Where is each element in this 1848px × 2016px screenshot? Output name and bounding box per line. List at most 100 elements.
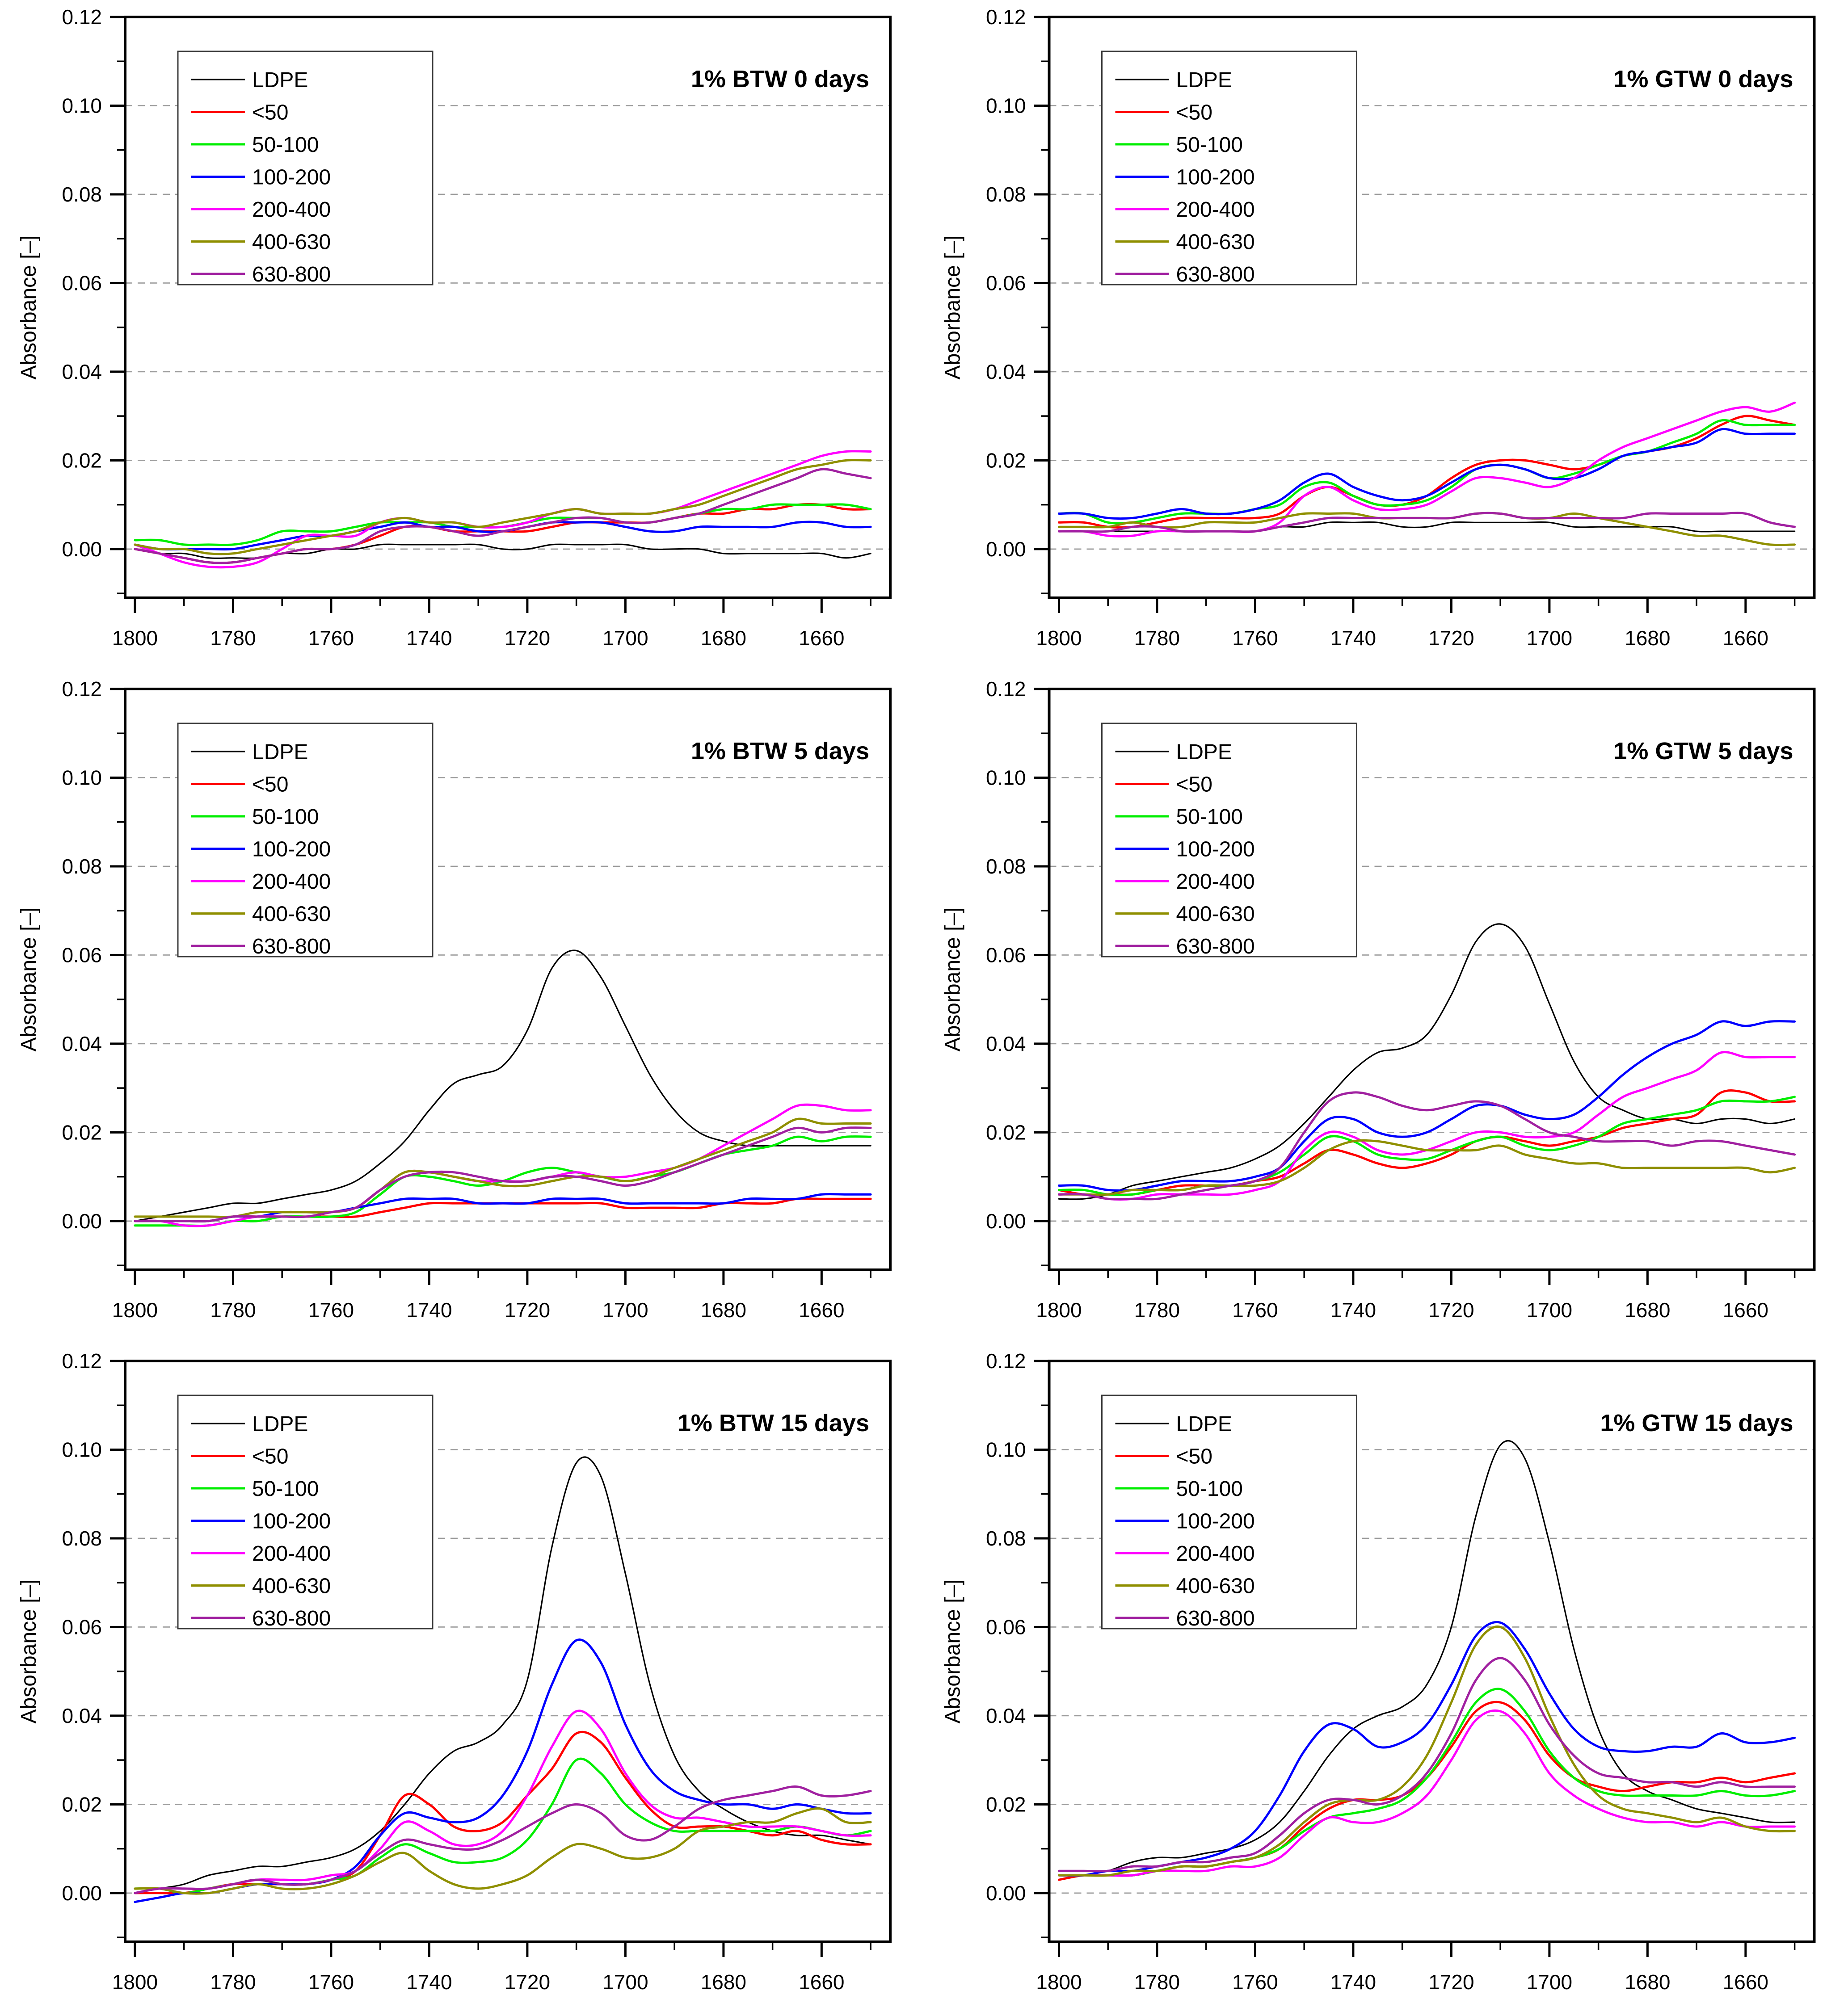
- legend-label: 200-400: [1176, 1542, 1255, 1566]
- y-tick-label: 0.12: [62, 5, 102, 29]
- legend-label: 200-400: [1176, 198, 1255, 222]
- x-tick-label: 1660: [1723, 626, 1768, 650]
- series-line-630-800: [1057, 1091, 1796, 1201]
- series-line-LDPE: [134, 1456, 871, 1894]
- series-line-100-200: [1057, 428, 1796, 520]
- x-tick-label: 1800: [1036, 626, 1082, 650]
- x-tick-label: 1680: [1625, 1298, 1670, 1322]
- y-tick-label: 0.00: [986, 538, 1026, 561]
- spectra-chart-btw-15-days: 0.00 0.02 0.04 0.06 0.08 0.10 0.12 1800 1780 1760…: [17, 1349, 892, 1994]
- series-line-50-100: [1057, 1096, 1796, 1197]
- series-line-200-400: [1057, 1709, 1796, 1877]
- x-tick-label: 1680: [1625, 1970, 1670, 1994]
- series-line-400-630: [134, 1807, 872, 1895]
- x-tick-label: 1740: [1330, 1970, 1376, 1994]
- legend-label: 50-100: [252, 1477, 319, 1501]
- series-line-630-800: [134, 1126, 872, 1223]
- y-axis-title: Absorbance [–]: [941, 235, 965, 380]
- series-line-100-200: [134, 1638, 872, 1903]
- legend-box: [177, 1394, 434, 1630]
- y-tick-label: 0.04: [62, 1704, 102, 1727]
- legend-label: 100-200: [1176, 1510, 1255, 1533]
- y-tick-label: 0.08: [62, 1527, 102, 1550]
- legend-label: LDPE: [252, 1412, 308, 1436]
- series-line-LDPE: [1058, 923, 1796, 1200]
- y-tick-label: 0.12: [62, 1349, 102, 1373]
- spectra-chart-btw-5-days: 0.00 0.02 0.04 0.06 0.08 0.10 0.12 1800 1780 1760…: [17, 677, 892, 1322]
- x-tick-label: 1760: [308, 1970, 354, 1994]
- x-tick-label: 1780: [210, 1970, 256, 1994]
- legend-label: 400-630: [252, 1575, 331, 1598]
- x-tick-label: 1740: [1330, 1298, 1376, 1322]
- panel-btw-0-days: 0.00 0.02 0.04 0.06 0.08 0.10 0.12 1800 1780 1760…: [0, 0, 924, 672]
- legend-label: 400-630: [1176, 903, 1255, 926]
- y-tick-label: 0.02: [62, 1793, 102, 1816]
- y-tick-label: 0.12: [986, 1349, 1026, 1373]
- legend-label: 100-200: [252, 166, 331, 189]
- y-tick-label: 0.10: [986, 94, 1026, 117]
- x-tick-label: 1760: [1232, 626, 1278, 650]
- series-line-200-400: [1057, 1051, 1796, 1201]
- x-tick-label: 1720: [505, 1298, 550, 1322]
- y-tick-label: 0.00: [62, 1882, 102, 1905]
- x-tick-label: 1680: [701, 1970, 746, 1994]
- y-tick-label: 0.04: [62, 1032, 102, 1055]
- spectra-chart-btw-0-days: 0.00 0.02 0.04 0.06 0.08 0.10 0.12 1800 1780 1760…: [17, 5, 892, 650]
- plot-frame: [124, 688, 892, 1271]
- y-tick-label: 0.08: [62, 855, 102, 878]
- chart-title: 1% BTW 5 days: [691, 738, 869, 764]
- legend-label: 50-100: [1176, 805, 1243, 829]
- plot-frame: [1048, 688, 1816, 1271]
- y-tick-label: 0.06: [62, 271, 102, 294]
- legend-label: <50: [252, 773, 288, 797]
- spectra-chart-gtw-5-days: 0.00 0.02 0.04 0.06 0.08 0.10 0.12 1800 1780 1760…: [941, 677, 1816, 1322]
- x-tick-label: 1660: [1723, 1298, 1768, 1322]
- series-line-<50: [134, 1730, 872, 1895]
- series-line-200-400: [134, 1103, 872, 1227]
- y-axis-title: Absorbance [–]: [941, 907, 965, 1052]
- legend-label: <50: [252, 101, 288, 125]
- y-tick-label: 0.04: [986, 360, 1026, 383]
- series-line-630-800: [1057, 512, 1796, 533]
- y-tick-label: 0.02: [62, 1121, 102, 1144]
- legend-label: <50: [252, 1445, 288, 1469]
- series-line-400-630: [134, 459, 872, 555]
- chart-title: 1% GTW 5 days: [1613, 738, 1793, 764]
- chart-title: 1% BTW 0 days: [691, 66, 869, 92]
- plot-frame: [1048, 16, 1816, 599]
- legend-label: 400-630: [252, 231, 331, 254]
- chart-title: 1% GTW 0 days: [1613, 66, 1793, 92]
- chart-title: 1% BTW 15 days: [678, 1410, 869, 1436]
- series-line-200-400: [134, 450, 872, 569]
- series-line-50-100: [134, 503, 872, 546]
- legend-label: LDPE: [252, 740, 308, 764]
- legend-label: 400-630: [252, 903, 331, 926]
- y-tick-label: 0.00: [62, 538, 102, 561]
- y-axis-title: Absorbance [–]: [17, 235, 41, 380]
- y-tick-label: 0.10: [986, 1438, 1026, 1461]
- y-tick-label: 0.10: [62, 1438, 102, 1461]
- y-tick-label: 0.04: [62, 360, 102, 383]
- x-tick-label: 1760: [308, 1298, 354, 1322]
- x-tick-label: 1740: [406, 1970, 452, 1994]
- x-tick-label: 1700: [602, 1970, 648, 1994]
- y-tick-label: 0.02: [986, 449, 1026, 472]
- plot-frame: [124, 1360, 892, 1943]
- series-line-100-200: [1057, 1020, 1796, 1192]
- x-tick-label: 1800: [112, 626, 158, 650]
- series-line-630-800: [134, 468, 872, 564]
- y-tick-label: 0.04: [986, 1032, 1026, 1055]
- legend-label: 400-630: [1176, 1575, 1255, 1598]
- x-tick-label: 1780: [1134, 1298, 1180, 1322]
- y-tick-label: 0.08: [986, 183, 1026, 206]
- series-line-200-400: [134, 1709, 872, 1894]
- legend-label: 50-100: [252, 133, 319, 157]
- legend-label: <50: [1176, 101, 1212, 125]
- legend-box: [1101, 50, 1357, 286]
- legend-label: 630-800: [252, 1607, 331, 1630]
- y-tick-label: 0.10: [986, 766, 1026, 789]
- x-tick-label: 1740: [406, 626, 452, 650]
- x-tick-label: 1660: [1723, 1970, 1768, 1994]
- legend-label: LDPE: [1176, 740, 1232, 764]
- y-tick-label: 0.06: [986, 943, 1026, 966]
